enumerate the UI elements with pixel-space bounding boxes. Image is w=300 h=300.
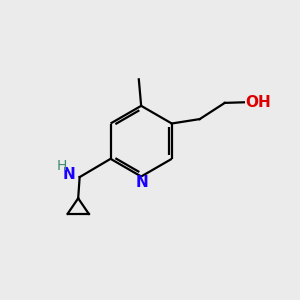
Text: OH: OH [245,95,271,110]
Text: N: N [62,167,75,182]
Text: H: H [57,159,67,173]
Text: N: N [136,176,148,190]
